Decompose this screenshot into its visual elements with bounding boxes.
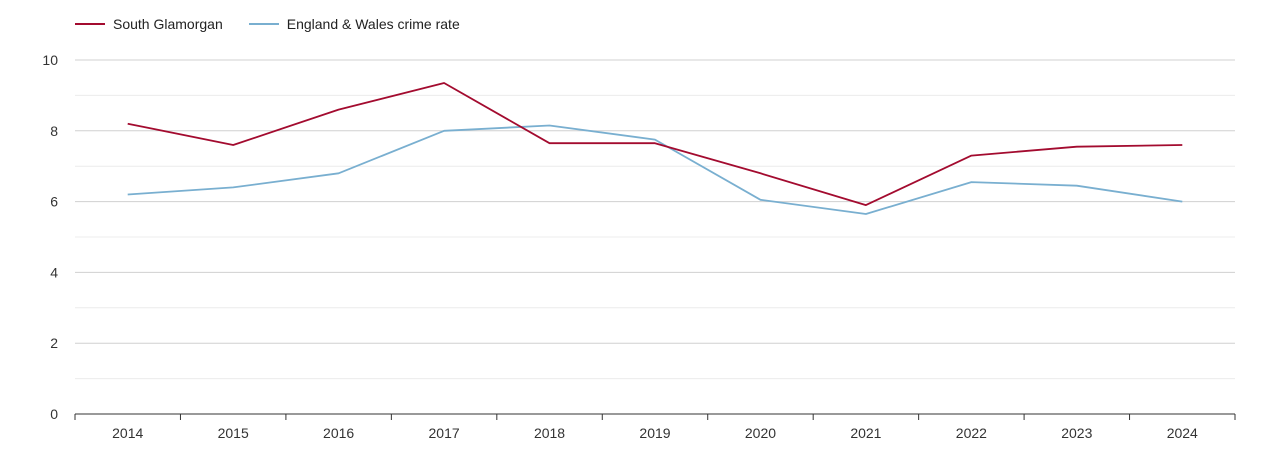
legend: South Glamorgan England & Wales crime ra… <box>75 16 486 32</box>
x-tick-label: 2024 <box>1167 425 1198 441</box>
series-line-england-wales <box>127 124 1183 215</box>
x-tick-label: 2021 <box>850 425 881 441</box>
x-tick-label: 2015 <box>218 425 249 441</box>
x-tick-label: 2014 <box>112 425 143 441</box>
data-point-south-glamorgan[interactable] <box>965 150 977 162</box>
data-point-england-wales[interactable] <box>122 189 134 201</box>
data-point-england-wales[interactable] <box>965 176 977 188</box>
x-tick-label: 2018 <box>534 425 565 441</box>
data-point-south-glamorgan[interactable] <box>544 137 556 149</box>
legend-item-south-glamorgan[interactable]: South Glamorgan <box>75 16 223 32</box>
legend-label-england-wales: England & Wales crime rate <box>286 16 460 32</box>
data-point-england-wales[interactable] <box>1176 196 1188 208</box>
y-tick-label: 10 <box>42 52 58 68</box>
x-tick-label: 2020 <box>745 425 776 441</box>
x-tick-label: 2022 <box>956 425 987 441</box>
data-point-south-glamorgan[interactable] <box>754 167 766 179</box>
legend-swatch-south-glamorgan <box>75 23 105 25</box>
data-point-south-glamorgan[interactable] <box>227 139 239 151</box>
y-tick-label: 6 <box>50 194 58 210</box>
y-tick-label: 8 <box>50 123 58 139</box>
data-point-south-glamorgan[interactable] <box>438 77 450 89</box>
series-line-south-glamorgan <box>127 82 1183 207</box>
y-tick-label: 2 <box>50 335 58 351</box>
x-tick-label: 2023 <box>1061 425 1092 441</box>
data-point-england-wales[interactable] <box>227 181 239 193</box>
legend-item-england-wales[interactable]: England & Wales crime rate <box>248 16 460 32</box>
data-point-south-glamorgan[interactable] <box>1176 139 1188 151</box>
y-tick-label: 4 <box>50 264 58 280</box>
data-point-south-glamorgan[interactable] <box>1071 141 1083 153</box>
legend-swatch-england-wales <box>248 23 279 25</box>
data-point-south-glamorgan[interactable] <box>122 118 134 130</box>
y-tick-label: 0 <box>50 406 58 422</box>
data-point-south-glamorgan[interactable] <box>649 137 661 149</box>
x-tick-label: 2019 <box>639 425 670 441</box>
x-tick-label: 2017 <box>429 425 460 441</box>
data-point-south-glamorgan[interactable] <box>333 104 345 116</box>
data-point-england-wales[interactable] <box>544 119 556 131</box>
legend-label-south-glamorgan: South Glamorgan <box>113 16 223 32</box>
data-point-england-wales[interactable] <box>1071 180 1083 192</box>
data-point-england-wales[interactable] <box>333 167 345 179</box>
data-point-england-wales[interactable] <box>754 194 766 206</box>
data-point-england-wales[interactable] <box>438 125 450 137</box>
data-point-south-glamorgan[interactable] <box>860 199 872 211</box>
x-tick-label: 2016 <box>323 425 354 441</box>
